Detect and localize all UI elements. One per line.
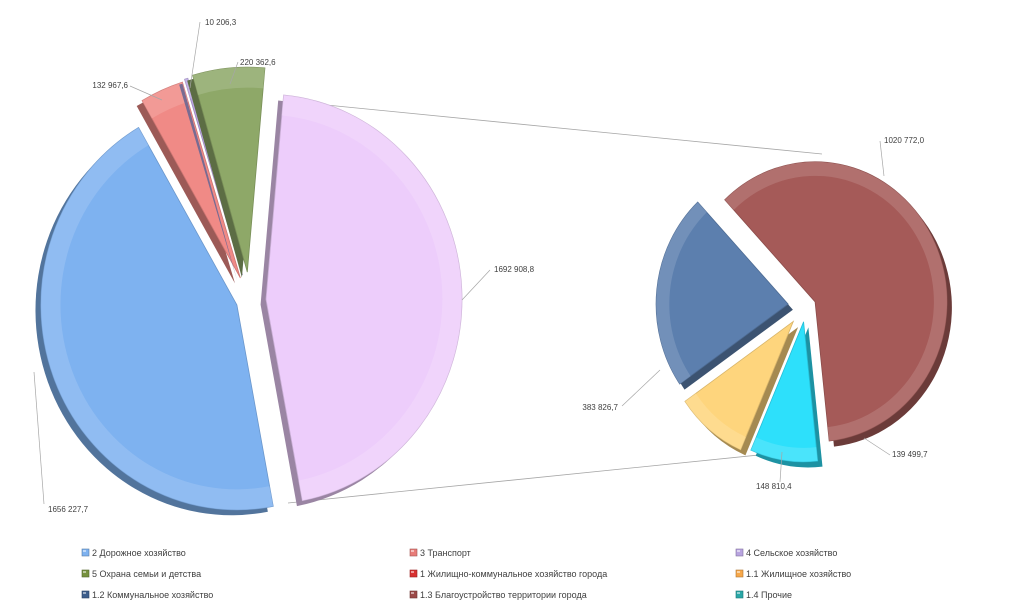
legend-label: 1 Жилищно-коммунальное хозяйство города [420,569,607,579]
secondary-slice-1-3-благоустройство-территории-города [724,161,952,447]
legend-label: 4 Сельское хозяйство [746,548,837,558]
leader-line [33,371,45,505]
legend-swatch [735,548,744,557]
secondary-slice-1-2-коммунальное-хозяйство [655,201,793,390]
data-label-3-транспорт: 132 967,6 [92,81,128,90]
leader-line [189,21,201,89]
connector-line-top [285,100,823,155]
legend-label: 1.2 Коммунальное хозяйство [92,590,213,600]
leader-line [461,269,491,301]
data-label-1-жилищно-коммунальное-хозяйство-города: 1692 908,8 [494,265,535,274]
leader-line [779,451,783,483]
legend-swatch [81,569,90,578]
main-slice-2-дорожное-хозяйство [35,126,274,516]
data-label-4-сельское-хозяйство: 10 206,3 [205,18,237,27]
legend-item-5-охрана-семьи-и-детства: 5 Охрана семьи и детства [81,569,201,579]
leader-line [229,61,239,85]
legend-label: 5 Охрана семьи и детства [92,569,201,579]
legend-swatch [735,569,744,578]
leader-line [879,140,885,177]
legend-swatch [81,590,90,599]
legend-label: 3 Транспорт [420,548,471,558]
connector-lines [285,100,823,504]
legend-item-1-2-коммунальное-хозяйство: 1.2 Коммунальное хозяйство [81,590,213,600]
legend-swatch [735,590,744,599]
leader-line [621,369,661,407]
legend-item-2-дорожное-хозяйство: 2 Дорожное хозяйство [81,548,186,558]
data-label-1-1-жилищное-хозяйство: 148 810,4 [756,482,792,491]
leader-line [863,437,891,456]
secondary-slice-1-4-прочие [750,321,823,468]
legend-swatch [81,548,90,557]
data-label-1-2-коммунальное-хозяйство: 383 826,7 [582,403,618,412]
data-label-2-дорожное-хозяйство: 1656 227,7 [48,505,89,514]
secondary-slice-1-1-жилищное-хозяйство [684,320,799,456]
leader-line [129,85,163,101]
data-label-5-охрана-семьи-и-детства: 220 362,6 [240,58,276,67]
secondary-pie [655,161,952,468]
legend-item-1-4-прочие: 1.4 Прочие [735,590,792,600]
legend-label: 1.1 Жилищное хозяйство [746,569,851,579]
legend-label: 1.3 Благоустройство территории города [420,590,587,600]
data-labels: 1656 227,7 132 967,6 10 206,3 220 362,6 1692… [33,18,928,514]
data-label-1-3-благоустройство-территории-города: 1020 772,0 [884,136,925,145]
legend-swatch [409,548,418,557]
legend-label: 2 Дорожное хозяйство [92,548,186,558]
connector-line-bottom [287,451,789,504]
data-label-1-4-прочие: 139 499,7 [892,450,928,459]
legend-swatch [409,590,418,599]
legend-item-1-3-благоустройство-территории-города: 1.3 Благоустройство территории города [409,590,587,600]
legend-item-1-жилищно-коммунальное-хозяйство-города: 1 Жилищно-коммунальное хозяйство города [409,569,607,579]
legend-item-4-сельское-хозяйство: 4 Сельское хозяйство [735,548,837,558]
legend: 2 Дорожное хозяйство 3 Транспорт 4 Сельско… [81,548,851,600]
main-slice-5-охрана-семьи-и-детства [187,66,266,278]
main-pie [35,66,463,516]
legend-label: 1.4 Прочие [746,590,792,600]
legend-item-3-транспорт: 3 Транспорт [409,548,471,558]
main-slice-3-транспорт [136,81,241,284]
legend-item-1-1-жилищное-хозяйство: 1.1 Жилищное хозяйство [735,569,851,579]
legend-swatch [409,569,418,578]
main-slice-1-жилищно-коммунальное-хозяйство-города [260,94,463,507]
